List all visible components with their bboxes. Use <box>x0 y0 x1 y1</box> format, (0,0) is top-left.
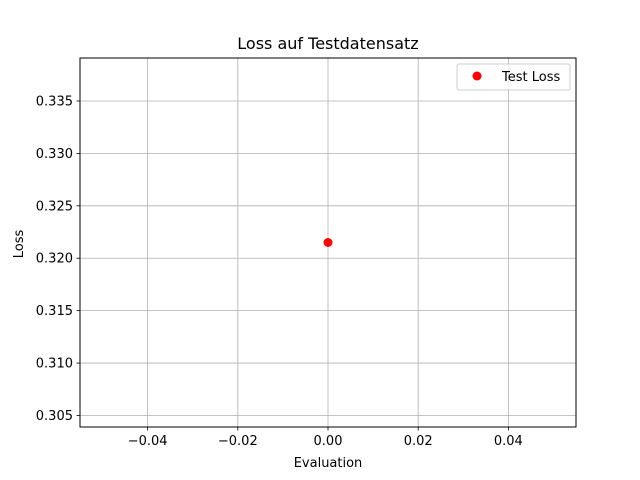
x-axis-label: Evaluation <box>294 456 363 471</box>
chart-title: Loss auf Testdatensatz <box>237 34 418 53</box>
legend-label-test-loss: Test Loss <box>501 70 560 85</box>
legend-box <box>456 63 571 91</box>
y-tick-label: 0.320 <box>36 252 73 267</box>
y-tick-label: 0.335 <box>36 94 73 109</box>
data-points <box>323 238 333 247</box>
y-axis-ticks: 0.305 0.310 0.315 0.320 0.325 0.330 0.335 <box>36 94 80 424</box>
y-axis-label: Loss <box>12 230 27 259</box>
x-tick-label: 0.00 <box>314 434 343 449</box>
legend-marker <box>472 71 482 81</box>
data-point <box>323 238 333 247</box>
x-tick-label: 0.04 <box>494 434 523 449</box>
y-tick-label: 0.315 <box>36 304 73 319</box>
x-tick-label: −0.04 <box>128 434 168 449</box>
x-tick-label: 0.02 <box>404 434 433 449</box>
x-tick-label: −0.02 <box>218 434 258 449</box>
y-tick-label: 0.305 <box>36 409 73 424</box>
legend: Test Loss <box>456 63 571 91</box>
y-tick-label: 0.310 <box>36 357 73 372</box>
x-axis-ticks: −0.04 −0.02 0.00 0.02 0.04 <box>128 427 523 449</box>
y-tick-label: 0.330 <box>36 147 73 162</box>
y-tick-label: 0.325 <box>36 199 73 214</box>
